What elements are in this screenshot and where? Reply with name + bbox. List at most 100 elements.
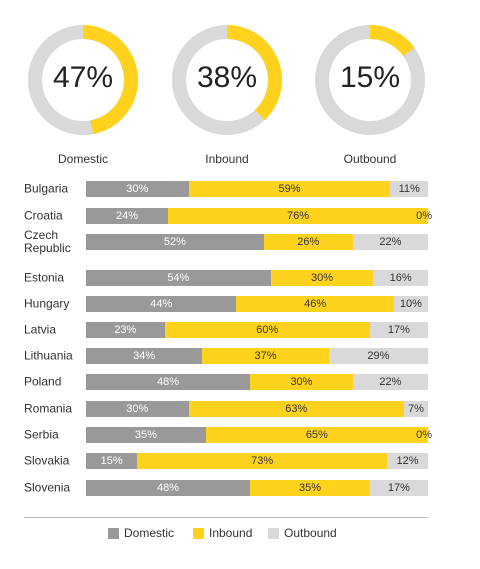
bar-segment-outbound: 17% xyxy=(369,322,428,338)
stacked-bar: 35% 65% 0% xyxy=(86,427,432,443)
donut-arc-inbound xyxy=(172,25,282,135)
bar-segment-inbound: 65% xyxy=(205,427,428,443)
stacked-bar: 24% 76% 0% xyxy=(86,208,432,224)
legend-item-domestic: Domestic xyxy=(108,526,174,540)
data-label: 59% xyxy=(278,183,301,195)
legend: Domestic Inbound Outbound xyxy=(0,526,480,542)
bar-segment-outbound: 7% xyxy=(404,401,428,417)
legend-item-outbound: Outbound xyxy=(268,526,337,540)
bar-segment-inbound: 37% xyxy=(202,348,329,364)
donut-domestic: 47% Domestic xyxy=(23,20,143,166)
data-label: 17% xyxy=(387,324,410,336)
donut-label-outbound: Outbound xyxy=(343,152,397,166)
bar-segment-domestic: 23% xyxy=(86,322,165,338)
bar-segment-outbound: 11% xyxy=(390,181,428,197)
bar-row: Hungary 44% 46% 10% xyxy=(0,295,480,313)
bar-segment-outbound: 22% xyxy=(352,234,428,250)
donut-label-domestic: Domestic xyxy=(57,152,108,166)
data-label: 46% xyxy=(304,298,327,310)
bar-row: Estonia 54% 30% 16% xyxy=(0,269,480,287)
data-label: 22% xyxy=(379,236,402,248)
bar-segment-domestic: 48% xyxy=(86,374,251,390)
donut-arc-domestic xyxy=(28,25,138,135)
legend-swatch-inbound xyxy=(193,527,204,539)
data-label: 54% xyxy=(167,272,190,284)
stacked-bar: 48% 35% 17% xyxy=(86,480,428,496)
stacked-bar: 54% 30% 16% xyxy=(86,270,428,286)
bar-segment-domestic: 52% xyxy=(86,234,264,250)
bar-segment-domestic: 44% xyxy=(86,296,237,312)
bar-row: Czech Republic 52% 26% 22% xyxy=(0,229,480,255)
bar-segment-outbound: 22% xyxy=(352,374,428,390)
bar-segment-outbound: 16% xyxy=(373,270,428,286)
data-label: 24% xyxy=(116,210,139,222)
data-label: 30% xyxy=(126,183,149,195)
stacked-bar: 48% 30% 22% xyxy=(86,374,428,390)
bar-row: Lithuania 34% 37% 29% xyxy=(0,347,480,365)
bar-row: Slovenia 48% 35% 17% xyxy=(0,479,480,497)
data-label: 60% xyxy=(256,324,279,336)
stacked-bar: 30% 59% 11% xyxy=(86,181,428,197)
bar-segment-inbound: 30% xyxy=(270,270,374,286)
donut-arc-outbound xyxy=(315,25,425,135)
donut-ring-domestic xyxy=(28,25,138,135)
data-label: 37% xyxy=(254,350,277,362)
legend-swatch-outbound xyxy=(268,527,279,539)
bar-segment-inbound: 59% xyxy=(188,181,391,197)
category-label: Bulgaria xyxy=(24,181,69,196)
data-label: 35% xyxy=(134,429,157,441)
data-label: 52% xyxy=(163,236,186,248)
stacked-bar: 52% 26% 22% xyxy=(86,234,428,250)
bar-row: Slovakia 15% 73% 12% xyxy=(0,452,480,470)
donut-outbound: 15% Outbound xyxy=(310,20,430,166)
bar-segment-inbound: 30% xyxy=(250,374,353,390)
bar-segment-outbound: 29% xyxy=(328,348,428,364)
category-label: Croatia xyxy=(24,208,63,223)
bar-segment-domestic: 30% xyxy=(86,401,189,417)
category-label: Estonia xyxy=(24,270,65,285)
donut-value-inbound: 38% xyxy=(196,61,258,94)
data-label: 26% xyxy=(297,236,320,248)
legend-label-outbound: Outbound xyxy=(284,526,337,540)
donut-inbound: 38% Inbound xyxy=(167,20,287,166)
data-label: 7% xyxy=(408,403,424,415)
bar-segment-inbound: 60% xyxy=(164,322,370,338)
bar-segment-inbound: 46% xyxy=(236,296,394,312)
data-label: 48% xyxy=(157,376,180,388)
donut-label-inbound: Inbound xyxy=(205,152,249,166)
legend-divider xyxy=(24,517,428,518)
data-label: 63% xyxy=(285,403,308,415)
bar-segment-domestic: 30% xyxy=(86,181,189,197)
stacked-bar: 15% 73% 12% xyxy=(86,453,428,469)
bar-segment-outbound: 10% xyxy=(393,296,428,312)
data-label: 11% xyxy=(398,183,420,195)
bar-segment-domestic: 15% xyxy=(86,453,138,469)
category-label: Serbia xyxy=(24,427,59,442)
donut-ring-outbound xyxy=(315,25,425,135)
category-label: Romania xyxy=(24,401,73,416)
data-label: 16% xyxy=(389,272,412,284)
bar-segment-domestic: 35% xyxy=(86,427,206,443)
stacked-bar: 44% 46% 10% xyxy=(86,296,428,312)
data-label: 30% xyxy=(310,272,333,284)
bar-segment-outbound: 12% xyxy=(386,453,428,469)
bar-row: Latvia 23% 60% 17% xyxy=(0,321,480,339)
bar-segment-outbound: 17% xyxy=(369,480,428,496)
data-label: 0% xyxy=(416,210,432,222)
legend-label-domestic: Domestic xyxy=(124,526,175,540)
data-label: 0% xyxy=(416,429,432,441)
category-label: Lithuania xyxy=(24,348,73,363)
data-label: 30% xyxy=(126,403,149,415)
bar-row: Bulgaria 30% 59% 11% xyxy=(0,180,480,198)
bar-segment-domestic: 34% xyxy=(86,348,203,364)
bar-row: Poland 48% 30% 22% xyxy=(0,373,480,391)
data-label: 22% xyxy=(379,376,402,388)
bar-segment-inbound: 73% xyxy=(137,453,387,469)
category-label: Hungary xyxy=(24,296,70,311)
category-label: Czech Republic xyxy=(24,228,71,255)
summary-donuts: 47% Domestic 38% Inbound 15% Outbound xyxy=(0,0,480,170)
category-label: Slovenia xyxy=(24,480,71,495)
bar-segment-domestic: 48% xyxy=(86,480,251,496)
data-label: 35% xyxy=(298,482,322,494)
bar-row: Serbia 35% 65% 0% xyxy=(0,426,480,444)
